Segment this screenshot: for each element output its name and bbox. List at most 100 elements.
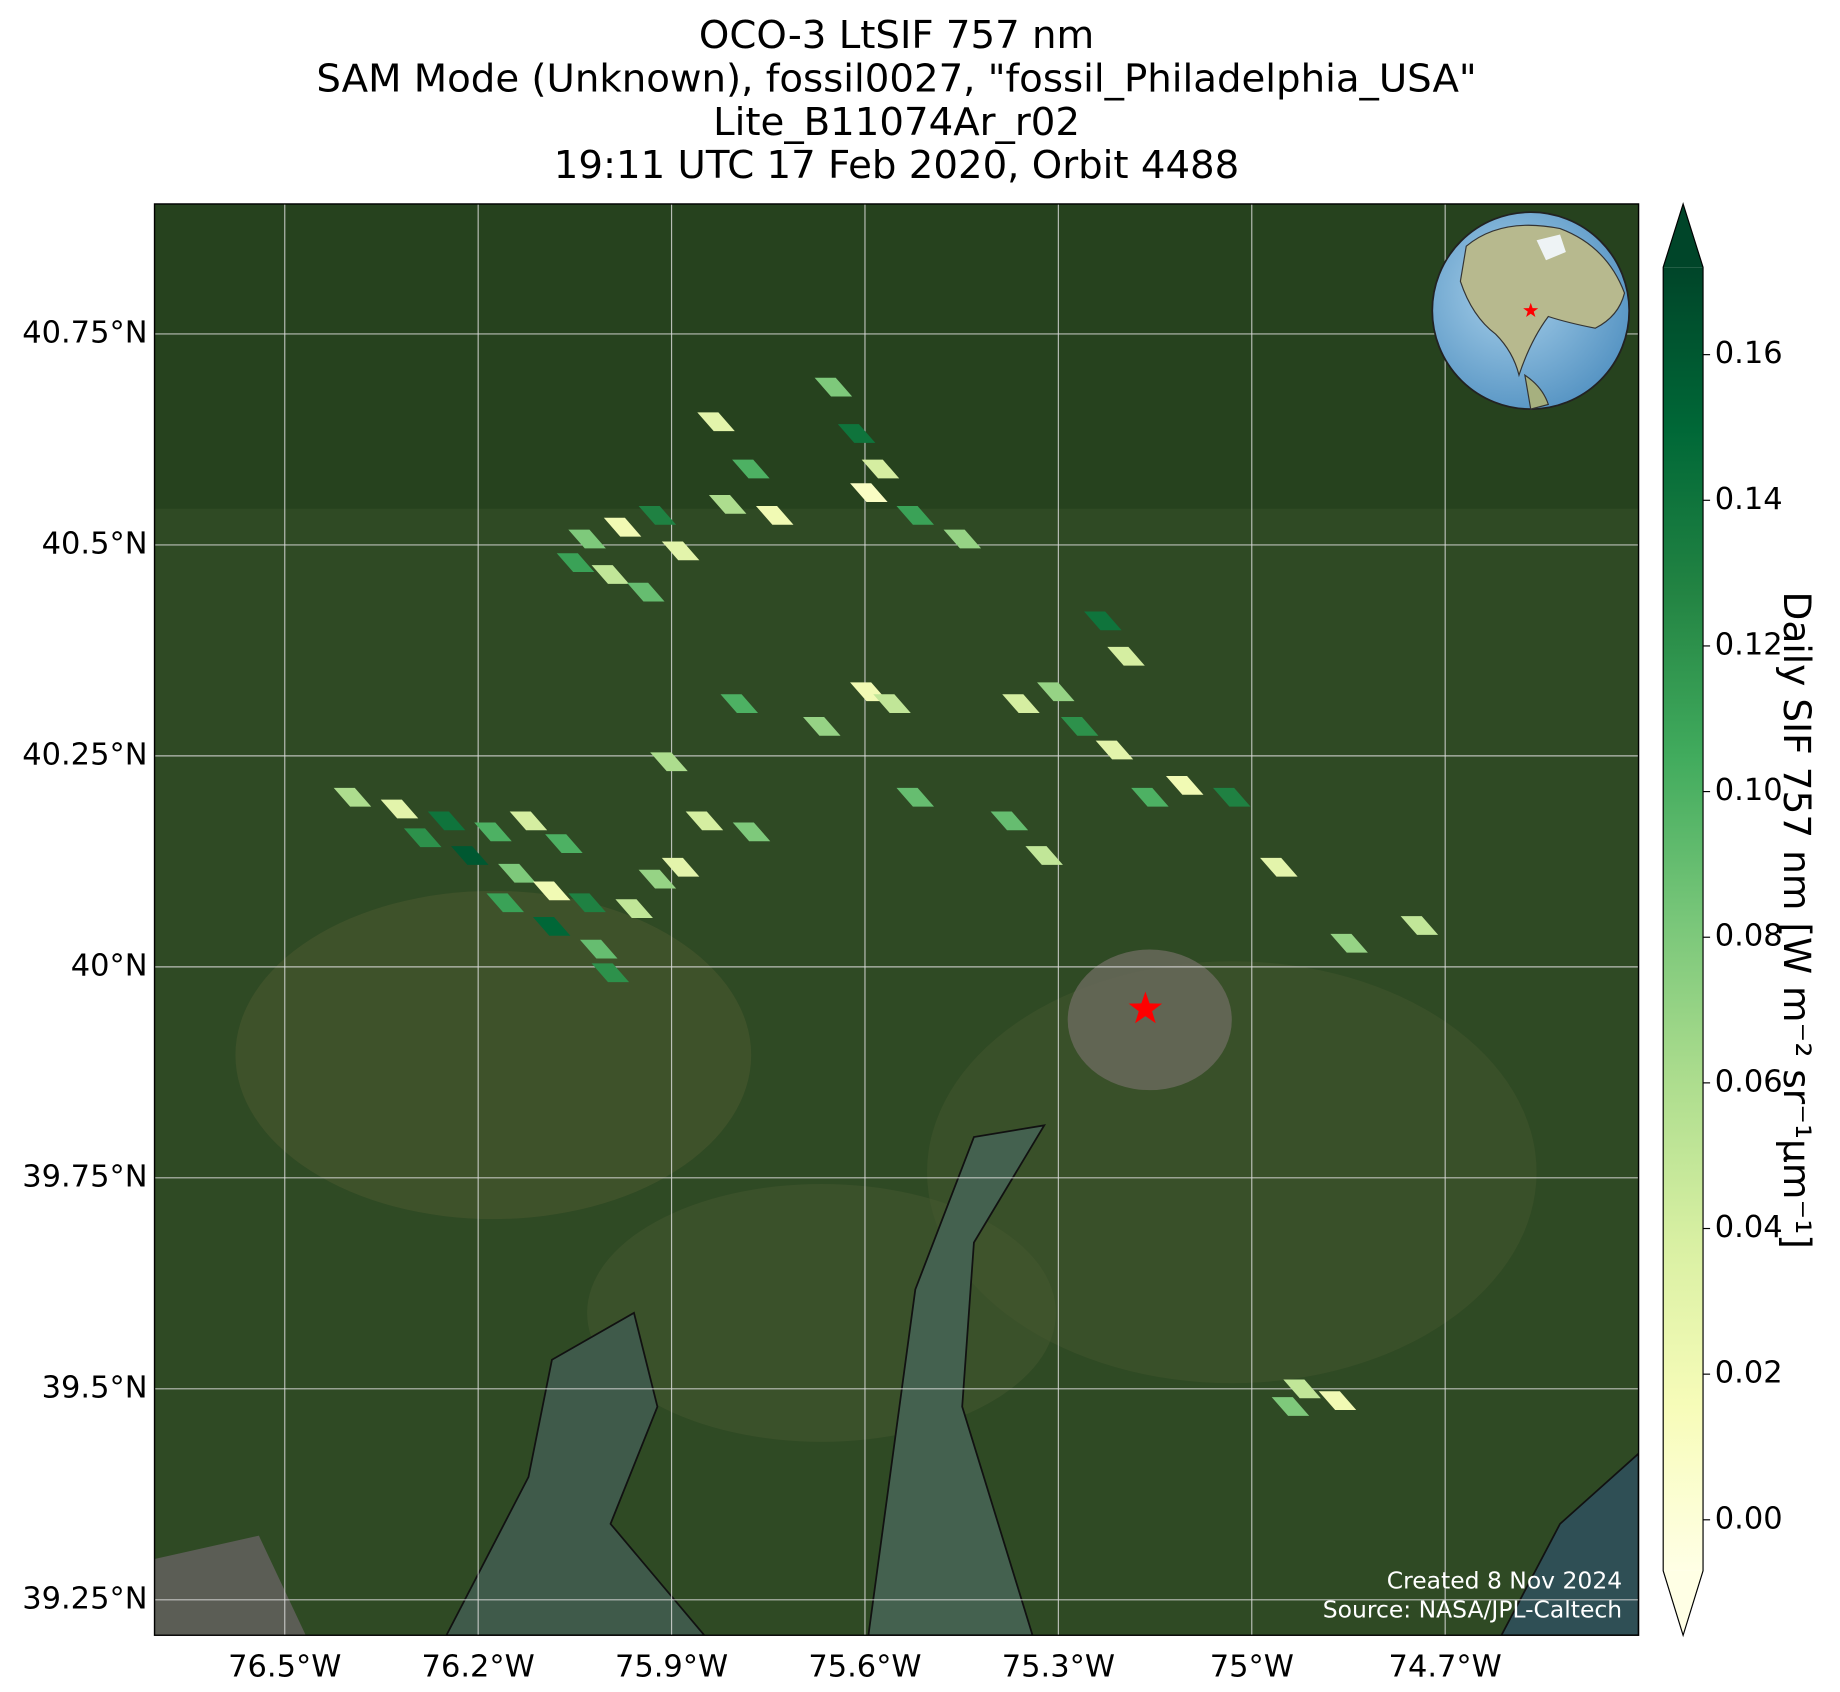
sounding: [532, 881, 571, 901]
sounding: [803, 716, 841, 736]
sounding: [661, 541, 700, 561]
sounding: [1260, 857, 1298, 877]
colorbar-tick-label: 0.04: [1715, 1210, 1783, 1245]
sounding: [1060, 716, 1099, 736]
colorbar-extend-bottom: [1663, 1570, 1704, 1636]
colorbar-tick-label: 0.02: [1715, 1356, 1783, 1391]
colorbar-tick-label: 0.06: [1715, 1064, 1783, 1099]
sounding: [591, 963, 630, 983]
sounding: [896, 505, 935, 525]
sounding: [661, 857, 700, 877]
sounding: [451, 846, 489, 865]
sounding: [532, 916, 571, 936]
sounding: [697, 412, 735, 432]
sounding: [1095, 740, 1134, 760]
y-tick-label: 40.5°N: [42, 526, 148, 561]
sounding: [556, 553, 595, 573]
sounding: [1107, 646, 1145, 666]
sounding: [814, 377, 853, 397]
sounding: [615, 899, 653, 919]
y-tick-label: 40.25°N: [22, 737, 147, 772]
sounding: [1025, 846, 1063, 865]
sounding: [1084, 611, 1122, 631]
colorbar-tick-label: 0.14: [1715, 482, 1783, 517]
sounding: [638, 505, 677, 525]
x-tick-label: 74.7°W: [1389, 1650, 1502, 1685]
colorbar-extend-top: [1663, 203, 1704, 268]
sounding: [943, 529, 982, 549]
sounding: [568, 893, 606, 913]
sounding: [850, 483, 888, 502]
sounding: [837, 424, 876, 443]
soundings: [333, 377, 1439, 1416]
sounding: [1165, 776, 1204, 795]
colorbar-tick-label: 0.16: [1715, 336, 1783, 371]
colorbar-tick-label: 0.00: [1715, 1501, 1783, 1536]
colorbar-outline: [1662, 202, 1704, 1638]
sounding: [403, 828, 442, 848]
sounding: [861, 459, 900, 479]
y-tick-label: 39.5°N: [42, 1370, 148, 1405]
globe-target-marker: [1523, 302, 1539, 318]
sounding: [1400, 916, 1439, 935]
y-tick-label: 39.25°N: [22, 1581, 147, 1616]
sounding: [427, 811, 466, 831]
title-line: OCO-3 LtSIF 757 nm: [699, 13, 1094, 58]
title-line: Lite_B11074Ar_r02: [713, 100, 1080, 145]
colorbar: 0.00 0.02 0.04 0.06 0.08 0.10 0.12 0.14 0.16 Dail…: [1662, 202, 1819, 1638]
y-tick-label: 40°N: [71, 948, 148, 983]
sounding: [708, 495, 747, 514]
sounding: [1037, 682, 1075, 702]
sounding: [603, 517, 642, 537]
sounding: [896, 787, 935, 807]
sounding: [1318, 1391, 1357, 1411]
sounding: [627, 582, 665, 602]
title-line: SAM Mode (Unknown), fossil0027, "fossil_…: [316, 56, 1476, 101]
sounding: [755, 505, 794, 525]
sounding: [1271, 1397, 1310, 1416]
title-line: 19:11 UTC 17 Feb 2020, Orbit 4488: [554, 143, 1239, 188]
sounding: [380, 799, 419, 819]
colorbar-label: Daily SIF 757 nm [W m⁻² sr⁻¹μm⁻¹]: [1775, 591, 1819, 1248]
x-tick-label: 75.6°W: [808, 1650, 921, 1685]
sounding: [873, 694, 911, 713]
sounding: [650, 752, 688, 772]
footer-source: Source: NASA/JPL-Caltech: [1323, 1596, 1622, 1624]
sounding: [720, 694, 759, 713]
y-tick-label: 40.75°N: [22, 315, 147, 350]
sounding: [486, 893, 524, 913]
sounding: [1330, 933, 1368, 953]
map-frame: [153, 203, 1640, 1636]
sounding: [732, 822, 771, 842]
sounding: [333, 787, 372, 807]
colorbar-ramp: [1663, 267, 1704, 1571]
sounding: [685, 811, 724, 831]
basemap: [154, 203, 1639, 1636]
x-tick-label: 75.3°W: [1002, 1650, 1115, 1685]
colorbar-tick-label: 0.08: [1715, 919, 1783, 954]
colorbar-tick-label: 0.12: [1715, 627, 1783, 662]
sounding: [568, 529, 606, 549]
sounding: [545, 834, 583, 854]
sounding: [509, 811, 548, 831]
sounding: [990, 811, 1029, 831]
sounding: [1002, 694, 1040, 713]
sounding: [732, 459, 770, 479]
colorbar-tick-label: 0.10: [1715, 773, 1783, 808]
sounding: [638, 869, 677, 889]
sounding: [1131, 787, 1169, 807]
target-marker: [1128, 991, 1163, 1024]
sounding: [1283, 1379, 1321, 1399]
sounding: [498, 863, 536, 883]
x-tick-label: 75.9°W: [615, 1650, 728, 1685]
sounding: [591, 565, 630, 584]
sounding: [474, 822, 512, 842]
y-tick-label: 39.75°N: [22, 1159, 147, 1194]
sounding: [579, 939, 618, 959]
x-tick-label: 76.2°W: [422, 1650, 535, 1685]
footer-created: Created 8 Nov 2024: [1387, 1566, 1622, 1594]
x-tick-label: 76.5°W: [228, 1650, 341, 1685]
x-tick-label: 75°W: [1210, 1650, 1294, 1685]
sounding: [1213, 787, 1251, 807]
